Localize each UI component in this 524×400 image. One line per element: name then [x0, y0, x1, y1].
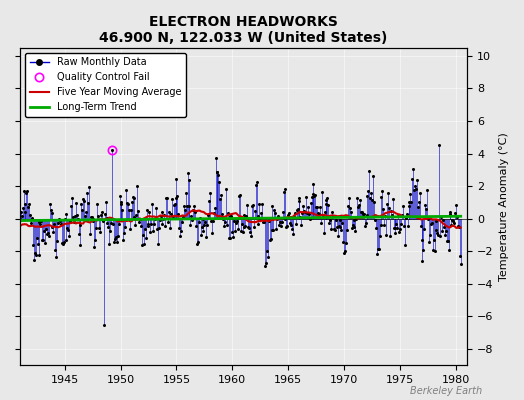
Title: ELECTRON HEADWORKS
46.900 N, 122.033 W (United States): ELECTRON HEADWORKS 46.900 N, 122.033 W (… — [100, 15, 388, 45]
Y-axis label: Temperature Anomaly (°C): Temperature Anomaly (°C) — [499, 132, 509, 281]
Legend: Raw Monthly Data, Quality Control Fail, Five Year Moving Average, Long-Term Tren: Raw Monthly Data, Quality Control Fail, … — [25, 53, 186, 117]
Text: Berkeley Earth: Berkeley Earth — [410, 386, 482, 396]
